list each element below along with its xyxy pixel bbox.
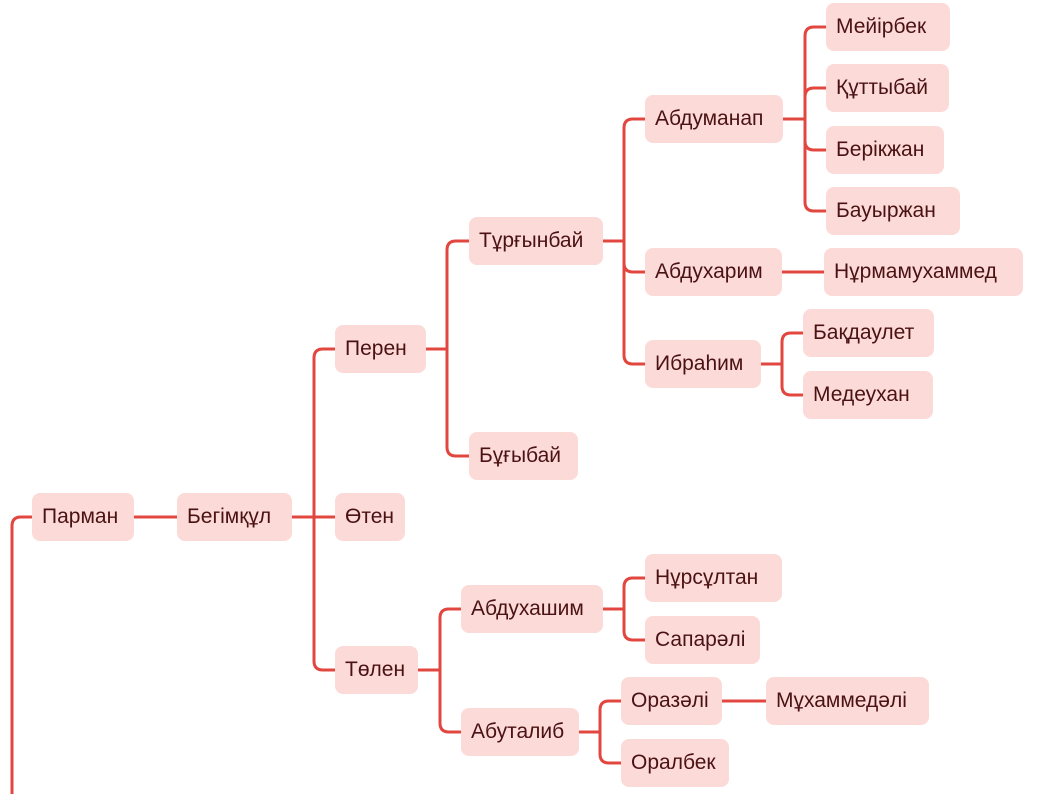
node-orazali[interactable]: Оразәлі	[621, 677, 722, 725]
node-kuttybai[interactable]: Құттыбай	[826, 64, 949, 112]
edge-abdumanap-branch-1	[803, 86, 828, 121]
node-abduharim[interactable]: Абдухарим	[645, 248, 782, 296]
node-begimkul[interactable]: Бегімқұл	[177, 493, 292, 541]
edge-abutalib-branch-0	[598, 699, 623, 734]
node-berikzhan[interactable]: Берікжан	[826, 126, 944, 174]
edge-abdumanap-branch-2	[803, 117, 828, 152]
edge-abutalib-branch-1	[598, 730, 623, 765]
edge-turgynbai-branch-0	[622, 117, 647, 243]
root-connector	[10, 515, 34, 794]
edge-abduhashim-branch-0	[622, 576, 647, 611]
edge-turgynbai-branch-1	[622, 239, 647, 274]
node-abdumanap[interactable]: Абдуманап	[645, 95, 783, 143]
edge-begimkul-branch-2	[312, 515, 337, 672]
node-tolen[interactable]: Төлен	[335, 646, 418, 694]
edge-peren-branch-0	[445, 239, 471, 351]
edge-tolen-branch-0	[438, 607, 463, 672]
node-abutalib[interactable]: Абуталиб	[461, 708, 579, 756]
node-peren[interactable]: Перен	[335, 325, 426, 373]
edge-ibrahim-branch-1	[780, 362, 805, 397]
node-nurmamuhammed[interactable]: Нұрмамухаммед	[824, 248, 1023, 296]
node-oralbek[interactable]: Оралбек	[621, 739, 729, 787]
node-muhammedali[interactable]: Мұхаммедәлі	[766, 677, 929, 725]
node-turgynbai[interactable]: Тұрғынбай	[469, 217, 603, 265]
node-medeuhan[interactable]: Медеухан	[803, 371, 933, 419]
node-parman[interactable]: Парман	[32, 493, 134, 541]
edge-begimkul-branch-0	[312, 347, 337, 519]
node-meiirbek[interactable]: Мейірбек	[826, 3, 950, 51]
node-bugybai[interactable]: Бұғыбай	[469, 432, 578, 480]
edge-ibrahim-branch-0	[780, 331, 805, 366]
node-nursultan[interactable]: Нұрсұлтан	[645, 554, 782, 602]
edge-tolen-branch-1	[438, 668, 463, 734]
node-bakdaulet[interactable]: Бақдаулет	[803, 309, 934, 357]
edge-peren-branch-1	[445, 347, 471, 458]
edge-turgynbai-branch-2	[622, 239, 647, 366]
node-oten[interactable]: Өтен	[335, 493, 405, 541]
node-ibrahim[interactable]: Ибраһим	[645, 340, 761, 388]
node-abduhashim[interactable]: Абдухашим	[461, 585, 603, 633]
edge-abdumanap-branch-3	[803, 117, 828, 213]
node-bauyrzhan[interactable]: Бауыржан	[826, 187, 960, 235]
edge-abduhashim-branch-1	[622, 607, 647, 642]
node-saparali[interactable]: Сапарәлі	[645, 616, 760, 664]
edge-abdumanap-branch-0	[803, 25, 828, 121]
